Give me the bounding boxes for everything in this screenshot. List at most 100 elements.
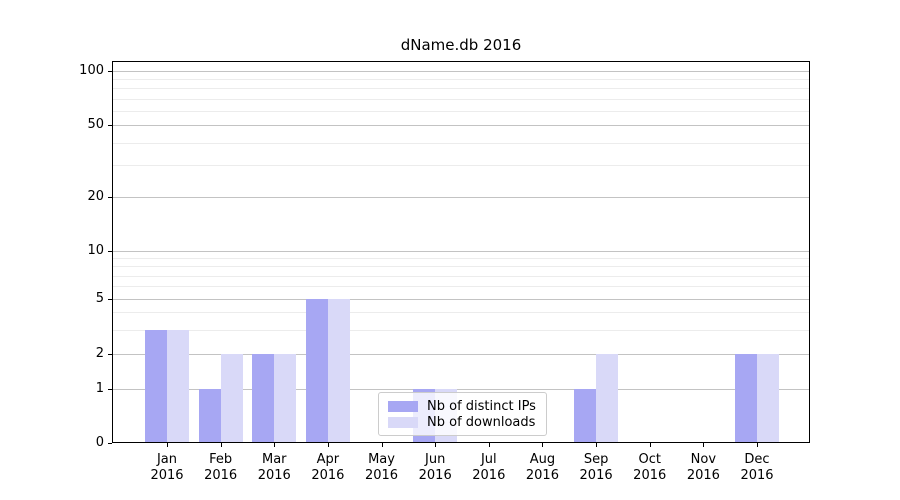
bar-distinct-ips bbox=[145, 329, 167, 443]
major-grid-line bbox=[112, 125, 810, 126]
bar-distinct-ips bbox=[198, 389, 221, 443]
y-tick-mark bbox=[108, 71, 112, 72]
y-tick-label: 20 bbox=[87, 189, 104, 204]
y-tick-mark bbox=[108, 197, 112, 198]
y-tick-label: 2 bbox=[95, 346, 104, 361]
bar-downloads bbox=[327, 299, 350, 443]
x-tick-year: 2016 bbox=[204, 468, 238, 483]
x-tick-mark bbox=[488, 443, 490, 447]
major-grid-line bbox=[112, 354, 810, 355]
x-tick-year: 2016 bbox=[311, 468, 345, 483]
x-tick-month: Sep bbox=[583, 452, 609, 467]
bar-distinct-ips bbox=[252, 354, 275, 443]
x-tick-label: Jan 2016 bbox=[135, 452, 199, 484]
x-tick-month: Nov bbox=[690, 452, 717, 467]
x-tick-year: 2016 bbox=[633, 468, 667, 483]
y-tick-mark bbox=[108, 125, 112, 126]
bar-downloads bbox=[596, 354, 619, 443]
bar-downloads bbox=[274, 354, 297, 443]
x-tick-year: 2016 bbox=[364, 468, 399, 483]
legend-swatch bbox=[388, 400, 418, 412]
minor-grid-line bbox=[112, 88, 810, 90]
legend-label: Nb of downloads bbox=[427, 414, 536, 430]
bar-distinct-ips bbox=[574, 389, 597, 443]
x-tick-label: Oct 2016 bbox=[618, 452, 682, 484]
minor-grid-line bbox=[112, 312, 810, 314]
x-tick-month: Mar bbox=[262, 452, 287, 467]
chart-title: dName.db 2016 bbox=[400, 36, 522, 54]
y-tick-label: 0 bbox=[95, 435, 104, 450]
x-tick-year: 2016 bbox=[257, 468, 291, 483]
y-tick-label: 50 bbox=[87, 117, 104, 132]
minor-grid-line bbox=[112, 286, 810, 288]
x-tick-month: Dec bbox=[744, 452, 770, 467]
plot-area bbox=[112, 61, 810, 443]
x-tick-month: Apr bbox=[316, 452, 340, 467]
x-tick-year: 2016 bbox=[418, 468, 452, 483]
x-tick-mark bbox=[381, 443, 383, 447]
y-tick-mark bbox=[108, 443, 112, 444]
bar-downloads bbox=[756, 354, 779, 443]
x-tick-label: Feb 2016 bbox=[189, 452, 253, 484]
x-tick-year: 2016 bbox=[472, 468, 506, 483]
x-tick-year: 2016 bbox=[740, 468, 774, 483]
major-grid-line bbox=[112, 389, 810, 390]
x-tick-label: Sep 2016 bbox=[564, 452, 628, 484]
legend-row: Nb of distinct IPs bbox=[388, 398, 537, 414]
y-tick-label: 1 bbox=[95, 381, 104, 396]
minor-grid-line bbox=[112, 329, 810, 331]
x-tick-label: Dec 2016 bbox=[725, 452, 789, 484]
bar-distinct-ips bbox=[734, 354, 757, 443]
major-grid-line bbox=[112, 71, 810, 72]
y-tick-mark bbox=[108, 251, 112, 252]
bar-distinct-ips bbox=[305, 299, 328, 443]
y-tick-label: 5 bbox=[95, 291, 104, 306]
minor-grid-line bbox=[112, 98, 810, 100]
minor-grid-line bbox=[112, 266, 810, 268]
x-tick-label: Mar 2016 bbox=[242, 452, 306, 484]
y-tick-label: 10 bbox=[87, 243, 104, 258]
x-tick-mark bbox=[435, 443, 437, 447]
major-grid-line bbox=[112, 251, 810, 252]
x-tick-mark bbox=[327, 443, 329, 447]
x-tick-month: Jan bbox=[156, 452, 178, 467]
legend: Nb of distinct IPs Nb of downloads bbox=[378, 392, 547, 436]
x-tick-label: Jul 2016 bbox=[457, 452, 521, 484]
x-tick-year: 2016 bbox=[686, 468, 720, 483]
x-tick-label: Nov 2016 bbox=[671, 452, 735, 484]
x-tick-mark bbox=[274, 443, 276, 447]
minor-grid-line bbox=[112, 110, 810, 112]
x-tick-year: 2016 bbox=[525, 468, 559, 483]
legend-label: Nb of distinct IPs bbox=[427, 398, 536, 414]
x-tick-label: May 2016 bbox=[350, 452, 414, 484]
x-tick-mark bbox=[167, 443, 168, 447]
x-tick-label: Jun 2016 bbox=[403, 452, 467, 484]
x-tick-month: Jul bbox=[480, 452, 497, 467]
major-grid-line bbox=[112, 197, 810, 198]
x-tick-mark bbox=[756, 443, 758, 447]
x-tick-label: Aug 2016 bbox=[510, 452, 574, 484]
x-tick-mark bbox=[220, 443, 222, 447]
x-tick-mark bbox=[596, 443, 598, 447]
x-tick-mark bbox=[649, 443, 651, 447]
x-tick-month: May bbox=[368, 452, 395, 467]
major-grid-line bbox=[112, 299, 810, 300]
minor-grid-line bbox=[112, 165, 810, 167]
x-tick-month: Jun bbox=[425, 452, 446, 467]
y-tick-mark bbox=[108, 354, 112, 355]
minor-grid-line bbox=[112, 79, 810, 81]
x-tick-month: Aug bbox=[529, 452, 556, 467]
y-tick-mark bbox=[108, 299, 112, 300]
minor-grid-line bbox=[112, 258, 810, 260]
x-tick-mark bbox=[542, 443, 544, 447]
x-tick-month: Feb bbox=[209, 452, 233, 467]
y-tick-label: 100 bbox=[79, 63, 104, 78]
x-tick-mark bbox=[703, 443, 705, 447]
legend-row: Nb of downloads bbox=[388, 414, 537, 430]
x-tick-month: Oct bbox=[638, 452, 661, 467]
bar-downloads bbox=[220, 354, 243, 443]
bar-downloads bbox=[167, 329, 189, 443]
minor-grid-line bbox=[112, 142, 810, 144]
minor-grid-line bbox=[112, 275, 810, 277]
x-tick-year: 2016 bbox=[579, 468, 613, 483]
